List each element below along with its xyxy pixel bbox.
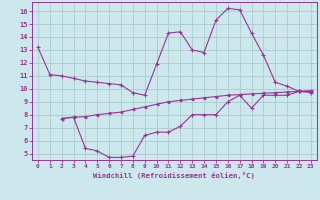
- X-axis label: Windchill (Refroidissement éolien,°C): Windchill (Refroidissement éolien,°C): [93, 172, 255, 179]
